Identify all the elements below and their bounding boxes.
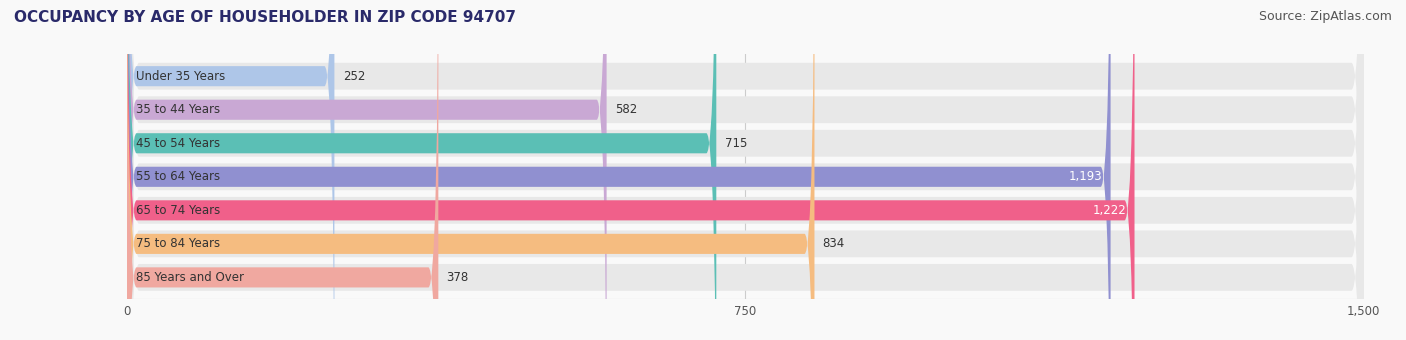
- FancyBboxPatch shape: [127, 0, 439, 340]
- Text: 1,222: 1,222: [1092, 204, 1126, 217]
- Text: 582: 582: [614, 103, 637, 116]
- Text: 252: 252: [343, 70, 366, 83]
- FancyBboxPatch shape: [127, 0, 1364, 340]
- FancyBboxPatch shape: [127, 0, 335, 340]
- FancyBboxPatch shape: [127, 0, 1364, 340]
- FancyBboxPatch shape: [127, 0, 716, 340]
- Text: 378: 378: [447, 271, 468, 284]
- FancyBboxPatch shape: [127, 0, 814, 340]
- FancyBboxPatch shape: [127, 0, 1364, 340]
- FancyBboxPatch shape: [127, 0, 1364, 340]
- Text: Under 35 Years: Under 35 Years: [136, 70, 226, 83]
- Text: 55 to 64 Years: 55 to 64 Years: [136, 170, 221, 183]
- FancyBboxPatch shape: [127, 0, 1364, 340]
- Text: 45 to 54 Years: 45 to 54 Years: [136, 137, 221, 150]
- Text: 65 to 74 Years: 65 to 74 Years: [136, 204, 221, 217]
- FancyBboxPatch shape: [127, 0, 1364, 340]
- Text: OCCUPANCY BY AGE OF HOUSEHOLDER IN ZIP CODE 94707: OCCUPANCY BY AGE OF HOUSEHOLDER IN ZIP C…: [14, 10, 516, 25]
- FancyBboxPatch shape: [127, 0, 1111, 340]
- Text: 834: 834: [823, 237, 845, 250]
- FancyBboxPatch shape: [127, 0, 1364, 340]
- Text: 715: 715: [724, 137, 747, 150]
- Text: 35 to 44 Years: 35 to 44 Years: [136, 103, 221, 116]
- Text: 75 to 84 Years: 75 to 84 Years: [136, 237, 221, 250]
- FancyBboxPatch shape: [127, 0, 606, 340]
- Text: 1,193: 1,193: [1069, 170, 1102, 183]
- Text: 85 Years and Over: 85 Years and Over: [136, 271, 245, 284]
- Text: Source: ZipAtlas.com: Source: ZipAtlas.com: [1258, 10, 1392, 23]
- FancyBboxPatch shape: [127, 0, 1135, 340]
